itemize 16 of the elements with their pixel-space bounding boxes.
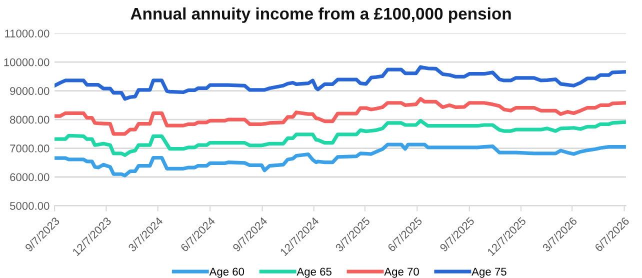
chart-title: Annual annuity income from a £100,000 pension <box>130 7 511 23</box>
y-tick-label: 11000.00 <box>5 30 50 38</box>
legend-label: Age 75 <box>472 268 506 278</box>
y-tick-label: 8000.00 <box>10 116 50 124</box>
line-series <box>54 142 626 178</box>
legend-label: Age 65 <box>296 268 332 278</box>
line-series <box>54 118 626 157</box>
line-series <box>54 97 626 136</box>
y-tick-label: 9000.00 <box>10 87 50 95</box>
y-tick-label: 10000.00 <box>4 58 50 66</box>
y-tick-label: 5000.00 <box>10 202 50 210</box>
line-series <box>54 65 626 101</box>
y-tick-label: 7000.00 <box>10 144 50 152</box>
legend-label: Age 70 <box>384 268 419 278</box>
legend-label: Age 60 <box>209 268 244 278</box>
y-tick-label: 6000.00 <box>10 173 50 182</box>
